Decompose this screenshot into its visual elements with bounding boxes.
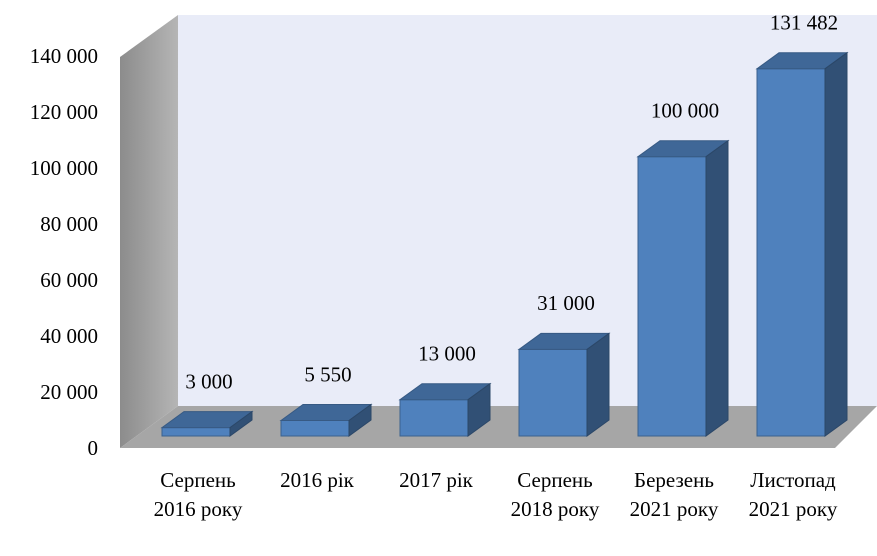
x-tick-label: Листопад 2021 року <box>748 468 838 521</box>
y-tick-label: 40 000 <box>40 324 98 348</box>
value-label: 3 000 <box>185 369 232 393</box>
value-label: 5 550 <box>304 362 351 386</box>
bar-front <box>161 427 231 437</box>
value-label: 100 000 <box>651 99 719 123</box>
y-tick-label: 140 000 <box>30 44 98 68</box>
bar-front <box>518 348 588 437</box>
x-tick-label: Серпень 2018 року <box>510 468 600 521</box>
x-tick-label: 2016 рік <box>280 468 354 492</box>
x-tick-label: Березень 2021 року <box>629 468 719 521</box>
bar-front <box>637 156 707 437</box>
y-tick-label: 60 000 <box>40 268 98 292</box>
y-tick-label: 120 000 <box>30 100 98 124</box>
y-tick-label: 80 000 <box>40 212 98 236</box>
bar-front <box>756 68 826 437</box>
y-tick-label: 20 000 <box>40 380 98 404</box>
bar-side <box>348 403 372 437</box>
bar-front <box>399 399 469 437</box>
y-tick-label: 100 000 <box>30 156 98 180</box>
side-wall <box>120 15 178 448</box>
bar-side <box>586 332 610 437</box>
y-tick-label: 0 <box>88 436 99 460</box>
bar-front <box>280 419 350 437</box>
value-label: 131 482 <box>770 11 838 35</box>
bar-side <box>824 51 848 437</box>
bar-side <box>467 382 491 437</box>
value-label: 13 000 <box>418 342 476 366</box>
x-tick-label: 2017 рік <box>399 468 473 492</box>
bar-side <box>229 410 253 437</box>
bar-side <box>705 139 729 437</box>
value-label: 31 000 <box>537 291 595 315</box>
x-tick-label: Серпень 2016 року <box>153 468 243 521</box>
